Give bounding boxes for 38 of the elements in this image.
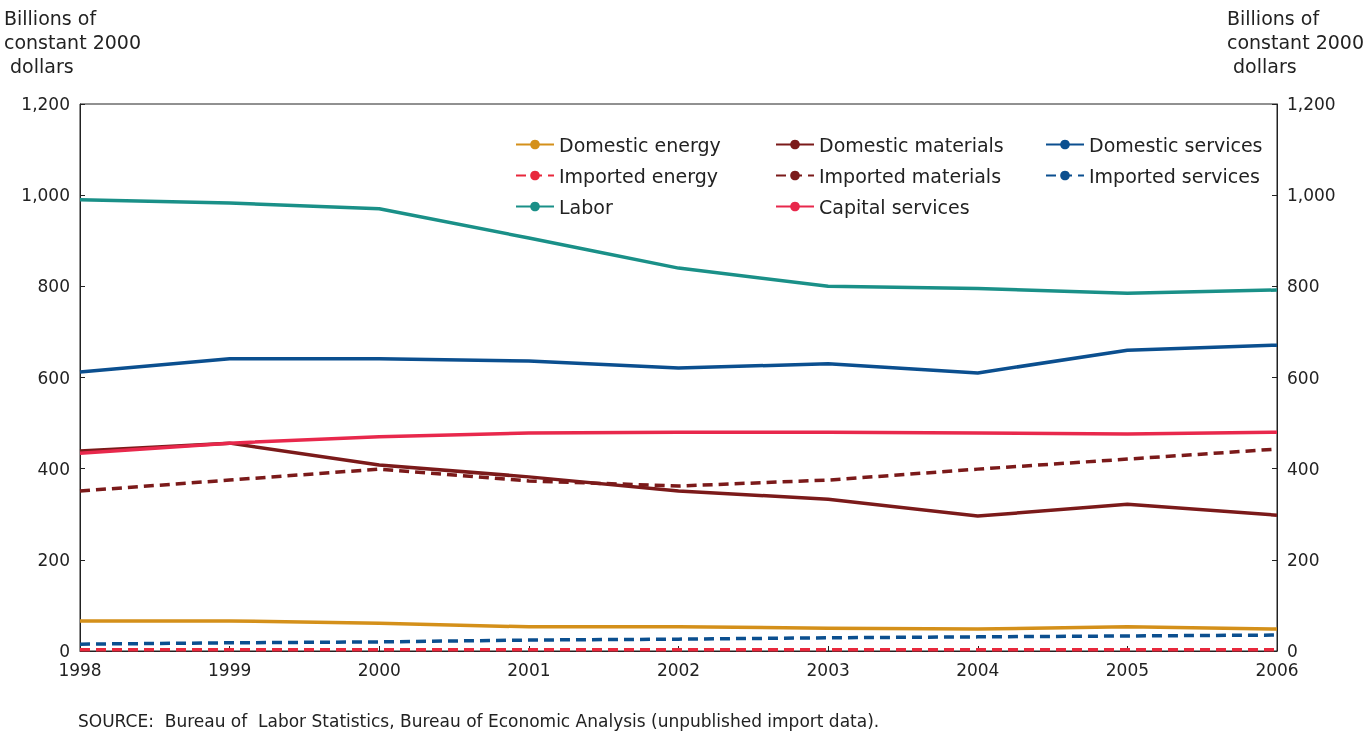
y2-tick-label: 600 (1287, 367, 1320, 388)
legend-label: Domestic materials (819, 133, 1004, 156)
legend-label: Imported services (1089, 164, 1260, 187)
y2-tick-label: 800 (1287, 276, 1320, 297)
x-tick-label: 2005 (1105, 659, 1150, 680)
source-note: SOURCE: Bureau of Labor Statistics, Bureau of Economic Analysis (unpublished import data). (78, 710, 880, 731)
line-series (78, 619, 1279, 631)
y-axis-title: Billions of constant 2000 dollars (4, 7, 141, 77)
x-tick-label: 2001 (507, 659, 551, 680)
x-tick-label: 2003 (806, 659, 850, 680)
y-tick-label: 1,200 (21, 94, 70, 114)
legend-label: Capital services (819, 195, 970, 218)
legend-label: Domestic services (1089, 133, 1263, 156)
legend-label: Domestic energy (559, 133, 721, 156)
y2-tick-label: 0 (1287, 641, 1298, 661)
x-tick-label: 2002 (656, 659, 701, 680)
x-tick-label: 2006 (1255, 659, 1299, 680)
x-tick-label: 1998 (58, 659, 102, 680)
legend-label: Labor (559, 195, 613, 218)
line-series (78, 197, 1279, 295)
line-series (78, 343, 1279, 375)
x-tick-label: 2000 (357, 659, 401, 680)
y2-tick-label: 200 (1287, 549, 1320, 570)
y-tick-label: 1,000 (21, 185, 70, 206)
y2-tick-label: 400 (1287, 458, 1320, 479)
y2-tick-label: 1,200 (1287, 94, 1336, 114)
line-series (78, 430, 1279, 455)
y-tick-label: 0 (59, 641, 70, 661)
y-tick-label: 400 (37, 458, 70, 479)
y2-tick-label: 1,000 (1287, 185, 1336, 206)
x-tick-label: 2004 (956, 659, 1000, 680)
y2-axis-title: Billions of constant 2000 dollars (1227, 7, 1364, 77)
legend-label: Imported energy (559, 164, 719, 187)
y-tick-label: 200 (37, 549, 70, 570)
y-tick-label: 800 (37, 276, 70, 297)
x-tick-label: 1999 (207, 659, 252, 680)
y-tick-label: 600 (37, 367, 70, 388)
legend-label: Imported materials (819, 164, 1002, 187)
